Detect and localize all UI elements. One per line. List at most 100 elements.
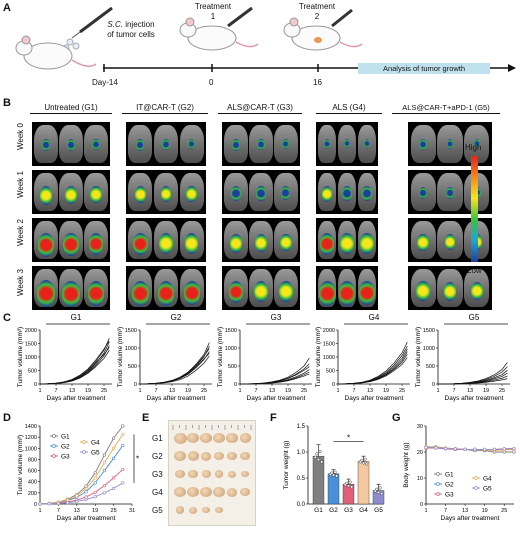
- mouse-silhouette: [357, 125, 377, 163]
- x-tick-label: 1: [38, 508, 41, 514]
- x-axis-label: Days after treatment: [441, 515, 500, 522]
- y-tick-label: 600: [28, 469, 37, 475]
- x-tick-label: 25: [501, 508, 507, 514]
- legend-marker: [474, 476, 478, 480]
- y-tick-label: 500: [128, 364, 137, 370]
- ruler-graphic: [172, 425, 252, 430]
- tumor-signal: [281, 186, 291, 200]
- data-point: [380, 492, 384, 496]
- data-point: [375, 487, 379, 491]
- mouse-silhouette: [317, 269, 337, 307]
- week-label-0: Week 0: [16, 123, 25, 150]
- tumor-signal: [446, 138, 454, 150]
- data-point: [75, 499, 79, 504]
- bli-image: [222, 170, 300, 214]
- series-line: [39, 445, 124, 505]
- data-point: [330, 471, 334, 475]
- mouse-silhouette: [59, 269, 83, 307]
- legend-label: G1: [445, 472, 454, 479]
- tumor-specimen: [240, 487, 250, 497]
- panel-label-g: G: [392, 412, 401, 424]
- y-tick-label: 30: [417, 424, 423, 430]
- series-line: [39, 469, 124, 505]
- tumor-signal: [90, 185, 102, 204]
- y-tick-label: 200: [28, 491, 37, 497]
- tumor-signal: [133, 233, 148, 256]
- tumor-signal: [228, 281, 244, 304]
- x-tick-label: 1: [238, 388, 241, 394]
- data-point: [348, 480, 352, 484]
- tumor-signal: [358, 280, 375, 306]
- mouse-silhouette: [274, 173, 298, 211]
- tumor-specimen: [187, 451, 199, 461]
- data-point: [335, 474, 339, 478]
- data-point: [318, 450, 322, 454]
- series-line: [337, 357, 408, 385]
- timeline-tick-label-0: 0: [209, 78, 214, 87]
- bli-image: [126, 266, 206, 310]
- mouse-silhouette: [249, 221, 273, 259]
- data-point: [93, 481, 97, 485]
- tumor-signal: [160, 186, 172, 203]
- mouse-silhouette: [249, 125, 273, 163]
- mouse-silhouette: [224, 125, 248, 163]
- y-tick-label: 1000: [423, 346, 435, 352]
- mouse-silhouette: [274, 269, 298, 307]
- tumor-row-label: G3: [152, 470, 163, 479]
- x-tick-label: G3: [344, 507, 353, 514]
- x-tick-label: 7: [254, 388, 257, 394]
- tumor-signal: [92, 138, 100, 151]
- x-tick-label: 7: [444, 508, 447, 514]
- tumor-specimen: [175, 506, 185, 514]
- data-point: [93, 495, 97, 499]
- mouse-silhouette: [84, 269, 108, 307]
- series-line: [437, 378, 508, 385]
- legend-label: G3: [445, 492, 454, 499]
- panel-label-e: E: [142, 412, 150, 424]
- tumor-signal: [319, 233, 335, 256]
- panel-label-f: F: [270, 412, 277, 424]
- group-label-g4: ALS (G4): [316, 103, 382, 114]
- y-tick-label: 0: [234, 382, 237, 388]
- tumor-signal: [279, 281, 293, 302]
- data-point: [365, 462, 369, 466]
- x-tick-label: G1: [314, 507, 323, 514]
- week-label-3: Week 3: [16, 269, 25, 296]
- tumor-signal: [473, 139, 480, 149]
- tumor-specimen: [201, 470, 211, 478]
- y-tick-label: 500: [228, 364, 237, 370]
- x-tick-label: G4: [359, 507, 368, 514]
- schematic-timeline: [15, 6, 516, 74]
- bli-image: [32, 122, 110, 166]
- series-line: [39, 340, 110, 385]
- tumor-signal: [66, 138, 76, 151]
- data-point: [47, 502, 51, 506]
- tumor-specimen: [186, 486, 200, 498]
- tumor-signal: [162, 138, 170, 150]
- bli-image: [316, 266, 378, 310]
- legend-marker: [52, 454, 56, 458]
- mouse-silhouette: [154, 173, 178, 211]
- mouse-silhouette: [224, 269, 248, 307]
- data-point: [378, 486, 382, 490]
- legend-label: G5: [483, 486, 492, 493]
- mouse-silhouette: [84, 221, 108, 259]
- injection-label-sc: S.C.: [107, 20, 123, 29]
- mouse-silhouette: [274, 221, 298, 259]
- group-label-g1: Untreated (G1): [30, 103, 112, 114]
- data-point: [121, 481, 125, 485]
- bli-image: [408, 122, 492, 166]
- data-point: [102, 484, 106, 488]
- tumor-signal: [38, 232, 54, 257]
- mouse-silhouette: [357, 173, 377, 211]
- tumor-signal: [323, 139, 331, 149]
- group-label-g3: ALS@CAR-T (G3): [218, 103, 302, 114]
- legend-marker: [52, 444, 56, 448]
- x-tick-label: 13: [69, 388, 75, 394]
- data-point: [424, 445, 428, 449]
- legend-label: G4: [483, 476, 492, 483]
- data-point: [331, 473, 336, 477]
- bli-image: [32, 170, 110, 214]
- data-point: [483, 447, 487, 452]
